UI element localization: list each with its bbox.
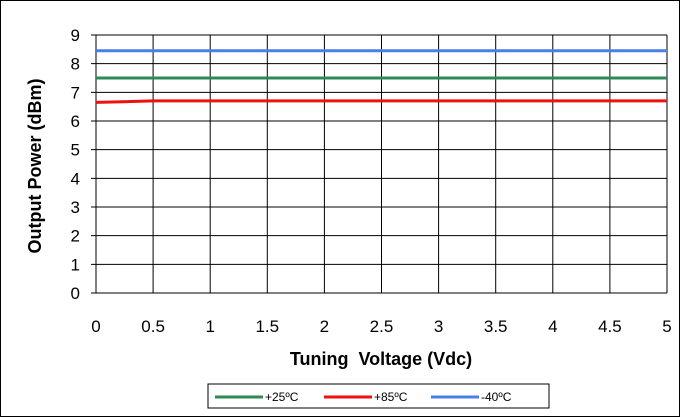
x-tick-label: 5 bbox=[662, 317, 671, 336]
y-tick-label: 4 bbox=[71, 169, 80, 188]
y-tick-label: 7 bbox=[71, 83, 80, 102]
legend-label: -40ºC bbox=[481, 390, 512, 404]
y-tick-label: 0 bbox=[71, 284, 80, 303]
grid bbox=[91, 35, 667, 293]
x-tick-label: 0.5 bbox=[141, 317, 165, 336]
x-tick-label: 2.5 bbox=[370, 317, 394, 336]
x-tick-label: 3.5 bbox=[484, 317, 508, 336]
series-line bbox=[96, 101, 667, 102]
y-axis-title: Output Power (dBm) bbox=[25, 79, 45, 254]
x-tick-label: 3 bbox=[434, 317, 443, 336]
legend-label: +25ºC bbox=[265, 390, 299, 404]
y-tick-label: 8 bbox=[71, 55, 80, 74]
legend-label: +85ºC bbox=[374, 390, 408, 404]
y-tick-label: 6 bbox=[71, 112, 80, 131]
y-tick-label: 9 bbox=[71, 26, 80, 45]
x-tick-label: 1 bbox=[205, 317, 214, 336]
x-tick-label: 0 bbox=[91, 317, 100, 336]
y-tick-label: 3 bbox=[71, 198, 80, 217]
x-tick-label: 1.5 bbox=[255, 317, 279, 336]
x-tick-label: 4 bbox=[548, 317, 557, 336]
y-tick-label: 1 bbox=[71, 255, 80, 274]
y-tick-labels: 0 1 2 3 4 5 6 7 8 9 bbox=[71, 26, 80, 303]
y-tick-label: 2 bbox=[71, 227, 80, 246]
y-tick-label: 5 bbox=[71, 141, 80, 160]
legend: +25ºC +85ºC -40ºC bbox=[208, 384, 549, 408]
x-tick-label: 2 bbox=[320, 317, 329, 336]
x-tick-labels: 0 0.5 1 1.5 2 2.5 3 3.5 4 4.5 5 bbox=[91, 317, 671, 336]
x-axis-title: Tuning Voltage (Vdc) bbox=[290, 349, 472, 369]
x-tick-label: 4.5 bbox=[598, 317, 622, 336]
